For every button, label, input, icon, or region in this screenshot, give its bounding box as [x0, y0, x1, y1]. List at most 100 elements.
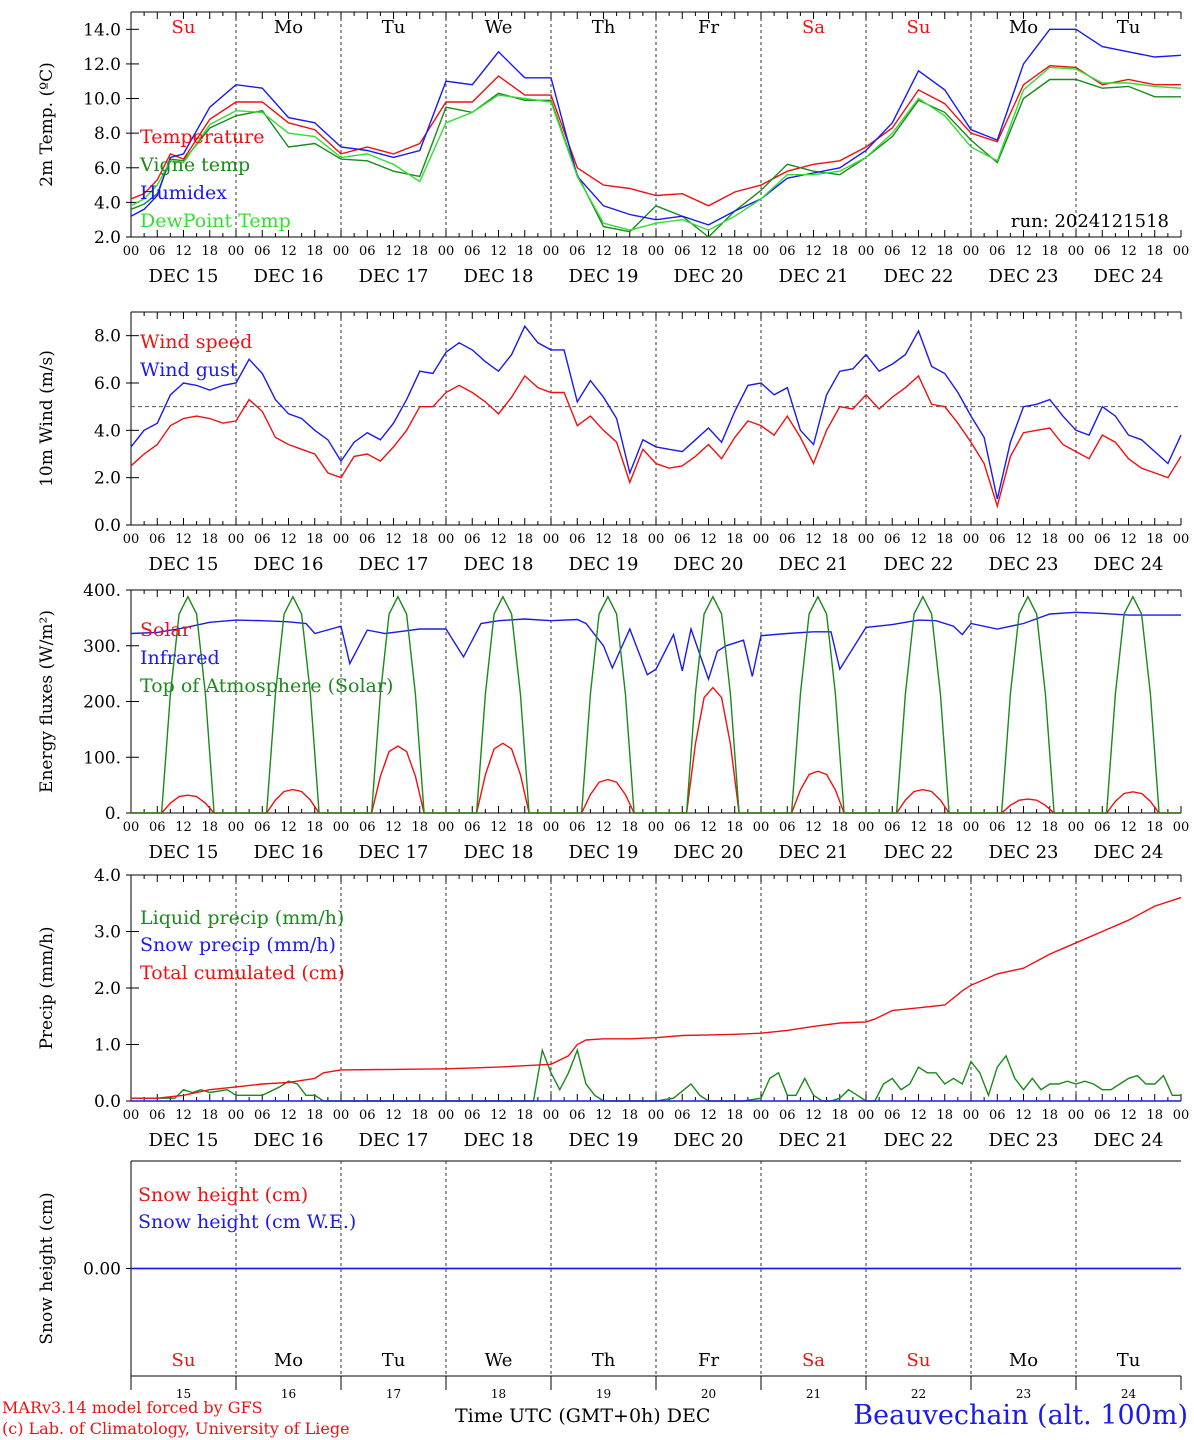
- hour-label: 06: [989, 244, 1006, 259]
- hour-label: 00: [963, 532, 980, 547]
- hour-label: 00: [1068, 532, 1085, 547]
- hour-label: 00: [228, 244, 245, 259]
- hour-label: 12: [490, 1108, 507, 1123]
- hour-label: 00: [333, 820, 350, 835]
- hour-label: 12: [1015, 1108, 1032, 1123]
- date-label: DEC 15: [149, 266, 219, 287]
- day-number: 22: [911, 1387, 926, 1401]
- day-abbr: Tu: [382, 17, 406, 38]
- y-tick-label: 0.0: [94, 516, 121, 536]
- date-label: DEC 17: [359, 266, 429, 287]
- hour-label: 00: [228, 1108, 245, 1123]
- hour-label: 18: [831, 1108, 848, 1123]
- day-abbr: Mo: [274, 1350, 303, 1371]
- hour-label: 18: [306, 1108, 323, 1123]
- hour-label: 06: [674, 244, 691, 259]
- hour-label: 18: [1041, 532, 1058, 547]
- hour-label: 00: [858, 532, 875, 547]
- hour-label: 06: [779, 244, 796, 259]
- hour-label: 06: [674, 1108, 691, 1123]
- hour-label: 18: [1041, 820, 1058, 835]
- hour-label: 12: [805, 532, 822, 547]
- panel-snow: Su 15 Mo 16 Tu 17 We 18 Th 19 Fr 20 Sa 21 Su 22 Mo 23 Tu 24…: [37, 1160, 1182, 1401]
- hour-label: 00: [1068, 820, 1085, 835]
- hour-label: 00: [1173, 244, 1190, 259]
- series-line: [130, 64, 1181, 207]
- hour-label: 18: [726, 820, 743, 835]
- day-number: 24: [1121, 1387, 1137, 1401]
- hour-label: 18: [831, 532, 848, 547]
- day-abbr: Tu: [1117, 17, 1141, 38]
- hour-label: 06: [254, 1108, 271, 1123]
- date-label: DEC 15: [149, 1130, 219, 1151]
- date-label: DEC 18: [464, 1130, 534, 1151]
- hour-label: 12: [910, 532, 927, 547]
- hour-label: 18: [516, 244, 533, 259]
- hour-label: 12: [385, 244, 402, 259]
- hour-label: 18: [831, 820, 848, 835]
- date-label: DEC 20: [674, 842, 744, 863]
- hour-label: 06: [254, 532, 271, 547]
- hour-label: 12: [910, 244, 927, 259]
- date-label: DEC 24: [1094, 266, 1164, 287]
- hour-label: 12: [1015, 532, 1032, 547]
- hour-label: 12: [1120, 1108, 1137, 1123]
- hour-label: 06: [149, 244, 166, 259]
- hour-label: 06: [884, 1108, 901, 1123]
- hour-label: 06: [674, 820, 691, 835]
- hour-label: 18: [306, 532, 323, 547]
- hour-label: 18: [516, 532, 533, 547]
- footer-copyright: (c) Lab. of Climatology, University of L…: [2, 1419, 350, 1438]
- series-line: [130, 611, 1181, 682]
- hour-label: 18: [936, 244, 953, 259]
- series-line: [131, 1047, 1181, 1102]
- hour-label: 00: [228, 820, 245, 835]
- legend-entry: Top of Atmosphere (Solar): [140, 675, 393, 697]
- legend-entry: Snow height (cm): [138, 1184, 308, 1206]
- series-line: [131, 896, 1182, 1099]
- hour-label: 06: [254, 820, 271, 835]
- day-number: 19: [596, 1387, 611, 1401]
- y-tick-label: 6.0: [94, 159, 121, 179]
- hour-label: 00: [543, 532, 560, 547]
- hour-label: 12: [175, 244, 192, 259]
- hour-label: 00: [1068, 1108, 1085, 1123]
- hour-label: 18: [411, 1108, 428, 1123]
- legend-entry: Wind speed: [140, 331, 252, 353]
- y-tick-label: 200.: [83, 693, 121, 713]
- hour-label: 06: [1094, 1108, 1111, 1123]
- date-label: DEC 15: [149, 554, 219, 575]
- hour-label: 18: [411, 820, 428, 835]
- date-label: DEC 15: [149, 842, 219, 863]
- legend-entry: Total cumulated (cm): [140, 962, 345, 984]
- x-axis-label: Time UTC (GMT+0h): [455, 1405, 661, 1427]
- hour-label: 12: [805, 244, 822, 259]
- date-label: DEC 22: [884, 554, 954, 575]
- day-abbr: Tu: [1117, 1350, 1141, 1371]
- y-tick-label: 4.0: [94, 421, 121, 441]
- hour-label: 12: [595, 820, 612, 835]
- day-number: 15: [176, 1387, 191, 1401]
- hour-label: 06: [884, 244, 901, 259]
- date-label: DEC 20: [674, 1130, 744, 1151]
- hour-label: 12: [175, 1108, 192, 1123]
- hour-label: 18: [621, 820, 638, 835]
- day-abbr: Fr: [698, 17, 719, 38]
- panel-temp: 00 06 12 18 DEC 15 00 06 12 18 DEC 16 00 06 12 18 DEC …: [37, 11, 1190, 287]
- y-tick-label: 8.0: [94, 124, 121, 144]
- hour-label: 12: [385, 1108, 402, 1123]
- hour-label: 18: [516, 820, 533, 835]
- day-number: 17: [386, 1387, 401, 1401]
- hour-label: 00: [1173, 532, 1190, 547]
- date-label: DEC 23: [989, 266, 1059, 287]
- hour-label: 18: [936, 532, 953, 547]
- hour-label: 12: [700, 1108, 717, 1123]
- y-tick-label: 0.0: [94, 1092, 121, 1112]
- hour-label: 18: [1146, 1108, 1163, 1123]
- y-tick-label: 2.0: [94, 979, 121, 999]
- date-label: DEC 17: [359, 554, 429, 575]
- hour-label: 18: [831, 244, 848, 259]
- hour-label: 00: [858, 820, 875, 835]
- hour-label: 06: [569, 820, 586, 835]
- date-label: DEC 16: [254, 842, 324, 863]
